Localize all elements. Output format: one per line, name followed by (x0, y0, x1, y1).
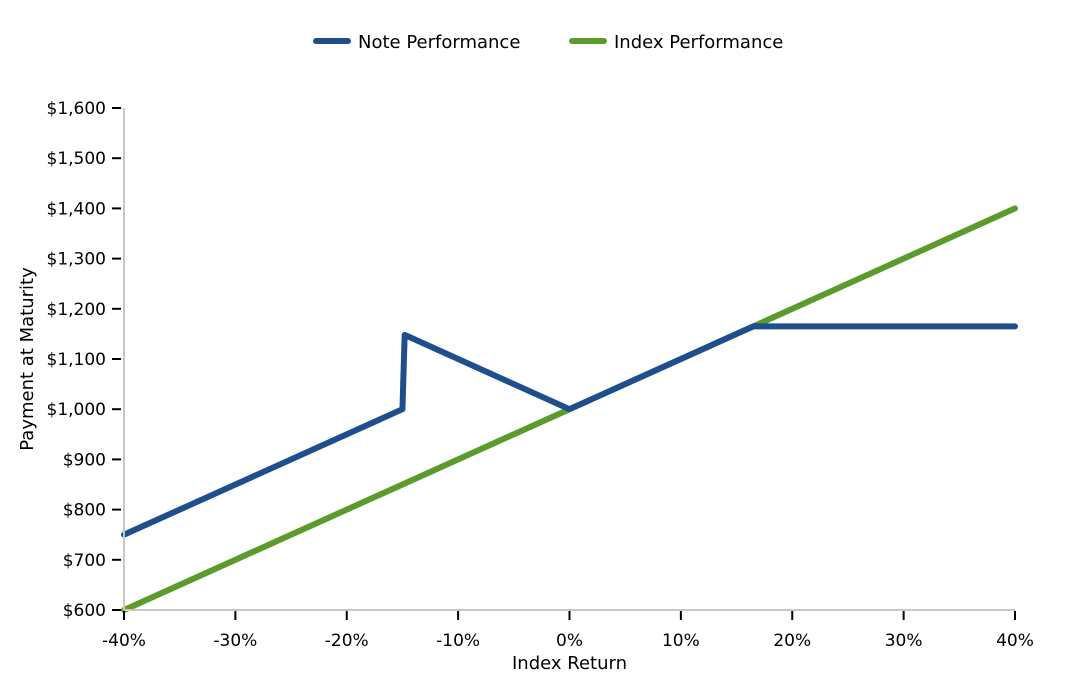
y-tick-label: $1,400 (47, 199, 106, 219)
y-axis-ticks: $600 $700 $800 $900 $1,000 $1,100 $1,200 $1,300… (47, 99, 121, 621)
x-tick-label: -30% (213, 631, 257, 651)
y-tick-label: $1,600 (47, 99, 106, 119)
y-tick-label: $1,100 (47, 350, 106, 370)
y-tick-label: $1,000 (47, 400, 106, 420)
x-tick-label: 40% (996, 631, 1034, 651)
y-axis-title: Payment at Maturity (17, 267, 38, 451)
series-layer (121, 205, 1018, 613)
y-tick-label: $800 (63, 501, 106, 521)
legend-label-index-performance: Index Performance (614, 32, 783, 53)
x-axis-ticks: -40% -30% -20% -10% 0% 10% 20% 30% 40% (102, 611, 1034, 651)
y-tick-label: $700 (63, 551, 106, 571)
axes: $600 $700 $800 $900 $1,000 $1,100 $1,200 $1,300… (47, 99, 1034, 651)
x-tick-label: -10% (436, 631, 480, 651)
x-tick-label: 0% (556, 631, 583, 651)
series-line-note-performance (121, 323, 1018, 538)
y-tick-label: $900 (63, 450, 106, 470)
legend: Note Performance Index Performance (313, 32, 783, 53)
x-tick-label: 20% (773, 631, 811, 651)
x-tick-label: 10% (662, 631, 700, 651)
y-tick-label: $1,300 (47, 250, 106, 270)
x-axis-title: Index Return (512, 653, 627, 674)
y-tick-label: $600 (63, 601, 106, 621)
y-tick-label: $1,200 (47, 300, 106, 320)
x-tick-label: 30% (885, 631, 923, 651)
x-tick-label: -40% (102, 631, 146, 651)
y-tick-label: $1,500 (47, 149, 106, 169)
legend-label-note-performance: Note Performance (358, 32, 520, 53)
x-tick-label: -20% (325, 631, 369, 651)
